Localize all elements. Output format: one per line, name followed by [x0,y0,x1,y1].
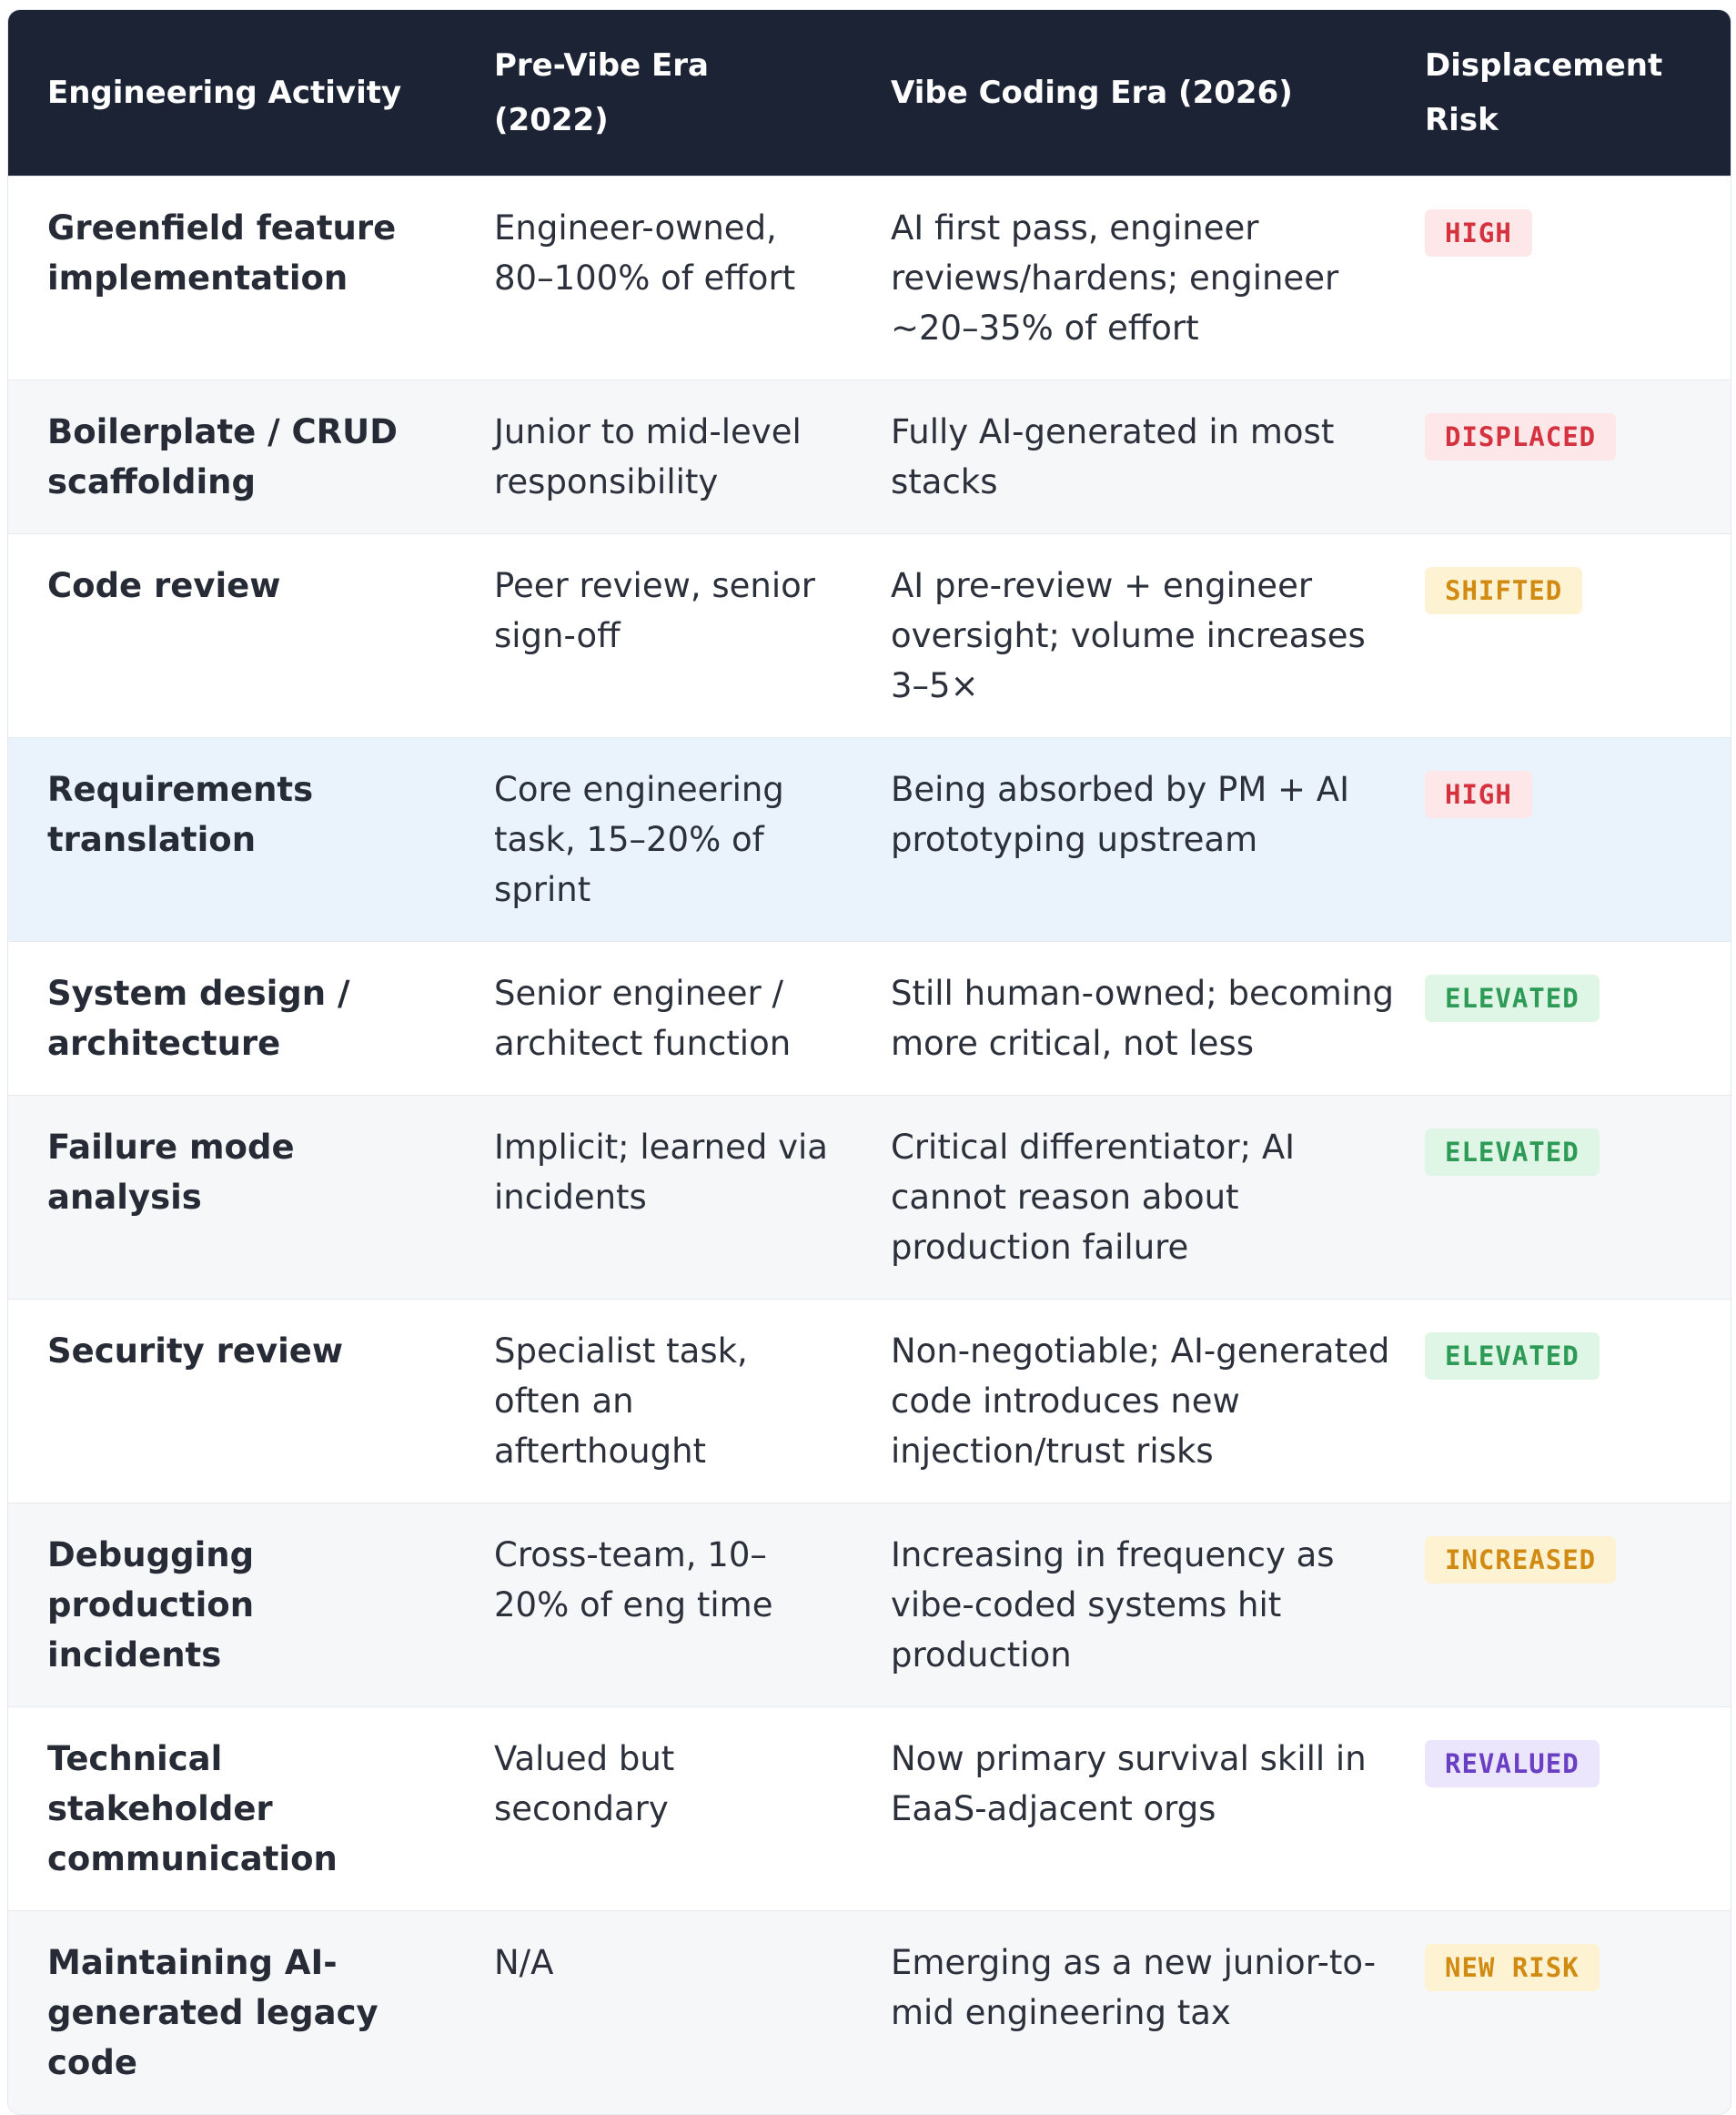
risk-cell: ELEVATED [1425,1094,1731,1299]
risk-cell: HIGH [1425,736,1731,941]
header-vibe-coding-era: Vibe Coding Era (2026) [891,74,1293,111]
vibe-era-cell: Fully AI-generated in most stacks [852,379,1425,533]
activity-cell: Code review [8,532,455,737]
activity-cell: Failure mode analysis [8,1094,455,1299]
header-engineering-activity: Engineering Activity [47,74,402,111]
vibe-era-cell: Being absorbed by PM + AI prototyping up… [852,736,1425,941]
activity-cell: Debugging production incidents [8,1502,455,1706]
header-row: Engineering Activity Pre-Vibe Era (2022)… [8,10,1731,176]
risk-cell: REVALUED [1425,1705,1731,1910]
vibe-era-cell: Still human-owned; becoming more critica… [852,940,1425,1095]
activity-cell: Technical stakeholder communication [8,1705,455,1910]
risk-cell: SHIFTED [1425,532,1731,737]
risk-cell: NEW RISK [1425,1909,1731,2114]
risk-cell: DISPLACED [1425,379,1731,533]
header-displacement-risk: Displacement Risk [1425,46,1663,138]
comparison-table: Engineering Activity Pre-Vibe Era (2022)… [8,10,1731,2114]
risk-badge: HIGH [1425,208,1532,257]
header-pre-vibe-era: Pre-Vibe Era (2022) [494,46,709,138]
risk-badge: ELEVATED [1425,1128,1600,1176]
vibe-era-cell: AI first pass, engineer reviews/hardens;… [852,175,1425,379]
pre-vibe-cell: Senior engineer / architect function [455,940,852,1095]
vibe-era-cell: Non-negotiable; AI-generated code introd… [852,1298,1425,1503]
risk-badge: ELEVATED [1425,1331,1600,1380]
vibe-era-cell: Now primary survival skill in EaaS-adjac… [852,1705,1425,1910]
activity-cell: Boilerplate / CRUD scaffolding [8,379,455,533]
risk-badge: SHIFTED [1425,566,1583,614]
pre-vibe-cell: Junior to mid-level responsibility [455,379,852,533]
risk-badge: ELEVATED [1425,974,1600,1022]
table-row: Code review Peer review, senior sign-off… [8,532,1731,737]
table-row: Maintaining AI-generated legacy code N/A… [8,1909,1731,2114]
risk-cell: ELEVATED [1425,1298,1731,1503]
activity-cell: System design / architecture [8,940,455,1095]
risk-cell: ELEVATED [1425,940,1731,1095]
pre-vibe-cell: Implicit; learned via incidents [455,1094,852,1299]
pre-vibe-cell: Specialist task, often an afterthought [455,1298,852,1503]
table-row: Debugging production incidents Cross-tea… [8,1502,1731,1706]
table-row: Technical stakeholder communication Valu… [8,1705,1731,1910]
table-row: Security review Specialist task, often a… [8,1298,1731,1503]
vibe-era-cell: Emerging as a new junior-to-mid engineer… [852,1909,1425,2114]
risk-badge: REVALUED [1425,1739,1600,1787]
activity-cell: Requirements translation [8,736,455,941]
risk-cell: INCREASED [1425,1502,1731,1706]
pre-vibe-cell: Valued but secondary [455,1705,852,1910]
pre-vibe-cell: Peer review, senior sign-off [455,532,852,737]
table-row: Failure mode analysis Implicit; learned … [8,1094,1731,1299]
vibe-era-cell: AI pre-review + engineer oversight; volu… [852,532,1425,737]
activity-cell: Greenfield feature implementation [8,175,455,379]
pre-vibe-cell: Core engineering task, 15–20% of sprint [455,736,852,941]
comparison-table-container: Engineering Activity Pre-Vibe Era (2022)… [7,9,1731,2115]
risk-badge: NEW RISK [1425,1943,1600,1991]
risk-badge: INCREASED [1425,1535,1617,1584]
risk-cell: HIGH [1425,175,1731,379]
vibe-era-cell: Increasing in frequency as vibe-coded sy… [852,1502,1425,1706]
pre-vibe-cell: Cross-team, 10–20% of eng time [455,1502,852,1706]
table-row: Boilerplate / CRUD scaffolding Junior to… [8,379,1731,533]
risk-badge: HIGH [1425,770,1532,818]
pre-vibe-cell: Engineer-owned, 80–100% of effort [455,175,852,379]
pre-vibe-cell: N/A [455,1909,852,2114]
table-body: Greenfield feature implementation Engine… [8,175,1731,2114]
table-row: Greenfield feature implementation Engine… [8,175,1731,379]
table-row-highlighted: Requirements translation Core engineerin… [8,736,1731,941]
table-row: System design / architecture Senior engi… [8,940,1731,1095]
vibe-era-cell: Critical differentiator; AI cannot reaso… [852,1094,1425,1299]
table-header: Engineering Activity Pre-Vibe Era (2022)… [8,10,1731,176]
activity-cell: Maintaining AI-generated legacy code [8,1909,455,2114]
activity-cell: Security review [8,1298,455,1503]
risk-badge: DISPLACED [1425,412,1617,460]
